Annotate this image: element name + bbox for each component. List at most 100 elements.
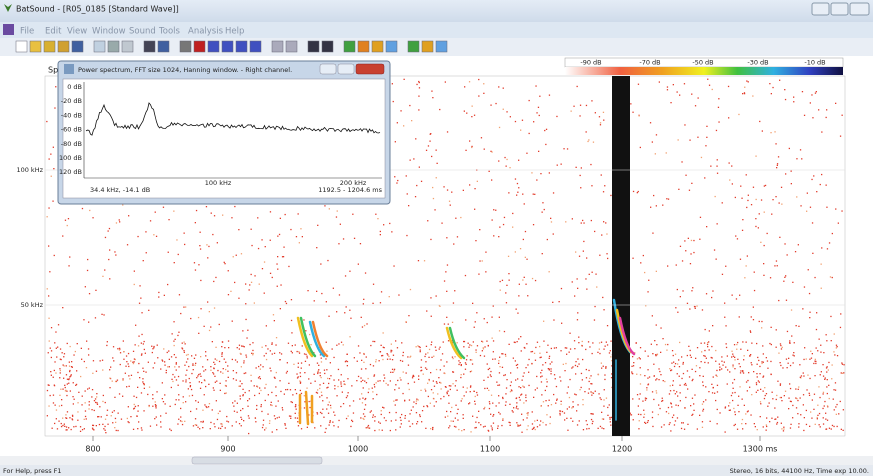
noise-dot [704,355,706,357]
noise-dot [409,413,411,415]
toolbar-button[interactable] [285,40,298,53]
noise-dot [743,93,746,95]
menu-item[interactable]: Tools [158,27,181,37]
noise-dot [779,384,781,386]
noise-dot [133,395,135,397]
popup-maximize[interactable] [337,63,355,75]
noise-dot [381,429,383,431]
noise-dot [481,350,483,352]
toolbar-button[interactable] [385,40,398,53]
noise-dot [775,398,777,401]
popup-close[interactable] [355,63,385,75]
noise-dot [631,365,633,367]
toolbar-button[interactable] [307,40,320,53]
toolbar-button[interactable] [343,40,356,53]
toolbar-button[interactable] [235,40,248,53]
noise-dot [59,368,61,370]
noise-dot [386,353,388,355]
toolbar-button[interactable] [357,40,370,53]
scroll-thumb[interactable] [191,456,323,465]
noise-dot [379,230,381,233]
noise-dot [724,406,727,408]
noise-dot [588,380,590,383]
menu-item[interactable]: Edit [45,27,62,37]
noise-dot [483,83,485,85]
toolbar-button[interactable] [57,40,70,53]
noise-dot [326,408,328,410]
noise-dot [152,398,154,400]
toolbar-button[interactable] [221,40,234,53]
toolbar-button[interactable] [143,40,156,53]
toolbar-button[interactable] [321,40,334,53]
toolbar-button[interactable] [93,40,106,53]
noise-dot [300,392,303,395]
noise-dot [475,351,477,353]
menu-item[interactable]: Analysis [188,27,224,37]
noise-dot [133,403,135,406]
toolbar-button[interactable] [29,40,42,53]
noise-dot [456,389,458,391]
maximize-button[interactable] [830,2,849,16]
noise-dot [550,368,552,370]
toolbar-button[interactable] [421,40,434,53]
noise-dot [737,404,739,406]
noise-dot [536,341,539,343]
noise-dot [202,409,204,411]
noise-dot [754,426,756,428]
noise-dot [264,246,266,248]
noise-dot [792,362,794,364]
noise-dot [549,416,551,418]
noise-dot [216,418,219,421]
toolbar-button[interactable] [179,40,192,53]
noise-dot [695,357,697,359]
toolbar-button[interactable] [43,40,56,53]
menu-item[interactable]: Window [92,27,126,37]
toolbar-button[interactable] [71,40,84,53]
noise-dot [810,350,812,352]
noise-dot [140,427,143,429]
noise-dot [401,360,404,362]
noise-dot [71,418,73,420]
noise-dot [655,134,658,136]
minimize-button[interactable] [811,2,830,16]
noise-dot [328,382,330,385]
toolbar-button[interactable] [207,40,220,53]
toolbar-button[interactable] [271,40,284,53]
toolbar-button[interactable] [435,40,448,53]
noise-dot [286,388,289,391]
toolbar-button[interactable] [407,40,420,53]
noise-dot [173,321,175,323]
noise-dot [248,390,250,392]
menu-item[interactable]: Sound [129,27,156,37]
noise-dot [69,390,71,392]
noise-dot [655,270,657,272]
toolbar-button[interactable] [107,40,120,53]
toolbar-button[interactable] [371,40,384,53]
noise-dot [328,378,331,380]
toolbar-button[interactable] [193,40,206,53]
noise-dot [48,405,50,407]
menu-item[interactable]: Help [225,27,244,37]
close-button[interactable] [849,2,870,16]
toolbar-button[interactable] [249,40,262,53]
scrollbar[interactable] [0,456,873,465]
noise-dot [789,427,792,429]
noise-dot [378,429,380,431]
toolbar-button[interactable] [121,40,134,53]
toolbar-button[interactable] [15,40,28,53]
menu-item[interactable]: File [20,27,34,37]
noise-dot [566,392,568,394]
noise-dot [701,309,704,311]
menu-item[interactable]: View [67,27,87,37]
popup-minimize[interactable] [319,63,337,75]
toolbar-button[interactable] [157,40,170,53]
noise-dot [501,424,503,427]
noise-dot [692,378,694,381]
color-scale-label: -10 dB [804,59,825,67]
noise-dot [725,265,727,267]
noise-dot [118,347,121,349]
noise-dot [576,278,578,280]
noise-dot [299,375,302,378]
noise-dot [172,373,174,376]
noise-dot [807,269,809,271]
